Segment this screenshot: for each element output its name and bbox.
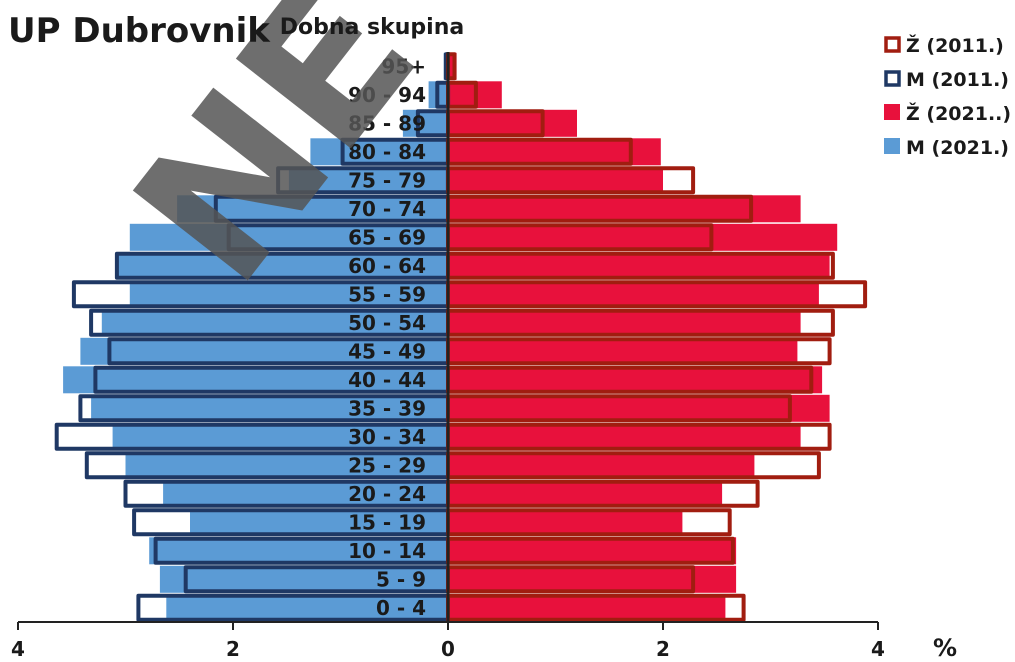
bar-m-2021-5-9 — [159, 565, 448, 593]
category-label: 70 - 74 — [348, 197, 426, 221]
bar-m-2021-40-44 — [63, 366, 448, 394]
category-label: 15 - 19 — [348, 510, 426, 534]
category-label: 20 - 24 — [348, 482, 426, 506]
category-label: 60 - 64 — [348, 254, 426, 278]
bar-m-2021-75-79 — [288, 166, 448, 194]
legend-swatch — [884, 36, 901, 53]
bar-z-2021-10-14 — [448, 537, 737, 565]
category-label: 40 - 44 — [348, 368, 426, 392]
x-tick-label: 2 — [226, 637, 240, 661]
category-label: 30 - 34 — [348, 425, 426, 449]
bar-z-2021-25-29 — [448, 451, 755, 479]
bar-z-2021-65-69 — [448, 223, 838, 251]
bar-m-2021-0-4 — [166, 594, 449, 622]
category-label: 5 - 9 — [376, 567, 426, 591]
bar-z-2021-70-74 — [448, 195, 801, 223]
y-axis-label: Dobna skupina — [280, 15, 464, 40]
bar-z-2021-20-24 — [448, 480, 723, 508]
bar-m-2021-30-34 — [112, 423, 448, 451]
axis-layer: 4 2 0 2 4 — [11, 52, 885, 661]
bar-m-2021-35-39 — [91, 394, 448, 422]
bar-z-2021-5-9 — [448, 565, 737, 593]
chart-title: UP Dubrovnik — [8, 11, 271, 51]
bar-m-2021-15-19 — [190, 508, 448, 536]
bar-m-2021-65-69 — [129, 223, 449, 251]
category-label: 75 - 79 — [348, 168, 426, 192]
x-tick-label: 2 — [656, 637, 670, 661]
category-label: 0 - 4 — [376, 596, 426, 620]
bar-z-2021-0-4 — [448, 594, 726, 622]
bar-z-2021-95plus — [448, 52, 457, 80]
bar-m-2021-85-89 — [402, 109, 448, 137]
legend-label: Ž (2011.) — [906, 34, 1004, 57]
category-label: 65 - 69 — [348, 225, 426, 249]
bar-m-2021-45-49 — [80, 337, 449, 365]
legend-label: M (2011.) — [906, 69, 1009, 91]
bar-z-2021-40-44 — [448, 366, 823, 394]
bar-z-2021-75-79 — [448, 166, 663, 194]
bar-m-2021-25-29 — [125, 451, 448, 479]
category-label: 50 - 54 — [348, 311, 426, 335]
legend-swatch — [884, 138, 900, 154]
x-axis-unit: % — [933, 634, 957, 662]
bar-m-2021-70-74 — [177, 195, 448, 223]
bar-m-2021-55-59 — [129, 280, 449, 308]
x-tick-label: 0 — [441, 637, 455, 661]
legend-label: M (2021.) — [906, 137, 1009, 159]
legend: Ž (2011.) M (2011.) Ž (2021..) M (2021.) — [884, 34, 1011, 159]
category-label: 55 - 59 — [348, 282, 426, 306]
bar-z-2021-85-89 — [448, 109, 577, 137]
category-label: 35 - 39 — [348, 396, 426, 420]
bars-2021-layer — [63, 52, 838, 622]
bar-m-2021-80-84 — [310, 138, 448, 166]
bar-z-2021-30-34 — [448, 423, 801, 451]
legend-label: Ž (2021..) — [906, 102, 1011, 125]
bar-m-2021-10-14 — [149, 537, 448, 565]
legend-swatch — [884, 104, 900, 120]
bar-z-2021-80-84 — [448, 138, 661, 166]
x-tick-label: 4 — [11, 637, 25, 661]
category-label: 95+ — [381, 54, 426, 78]
legend-swatch — [884, 70, 901, 87]
bar-z-2021-50-54 — [448, 309, 801, 337]
category-label: 25 - 29 — [348, 453, 426, 477]
bar-z-2021-45-49 — [448, 337, 798, 365]
bar-m-2021-50-54 — [101, 309, 449, 337]
bar-z-2021-55-59 — [448, 280, 819, 308]
bar-z-2021-60-64 — [448, 252, 830, 280]
category-label: 10 - 14 — [348, 539, 426, 563]
x-tick-label: 4 — [871, 637, 885, 661]
category-label: 45 - 49 — [348, 339, 426, 363]
bar-z-2021-35-39 — [448, 394, 830, 422]
category-labels-layer: 0 - 4 5 - 9 10 - 14 15 - 19 20 - 24 25 - 29 30… — [348, 54, 426, 620]
category-label: 85 - 89 — [348, 111, 426, 135]
bar-m-2021-20-24 — [163, 480, 448, 508]
category-label: 90 - 94 — [348, 83, 426, 107]
bar-z-2021-15-19 — [448, 508, 683, 536]
category-label: 80 - 84 — [348, 140, 426, 164]
bar-m-2021-60-64 — [116, 252, 449, 280]
